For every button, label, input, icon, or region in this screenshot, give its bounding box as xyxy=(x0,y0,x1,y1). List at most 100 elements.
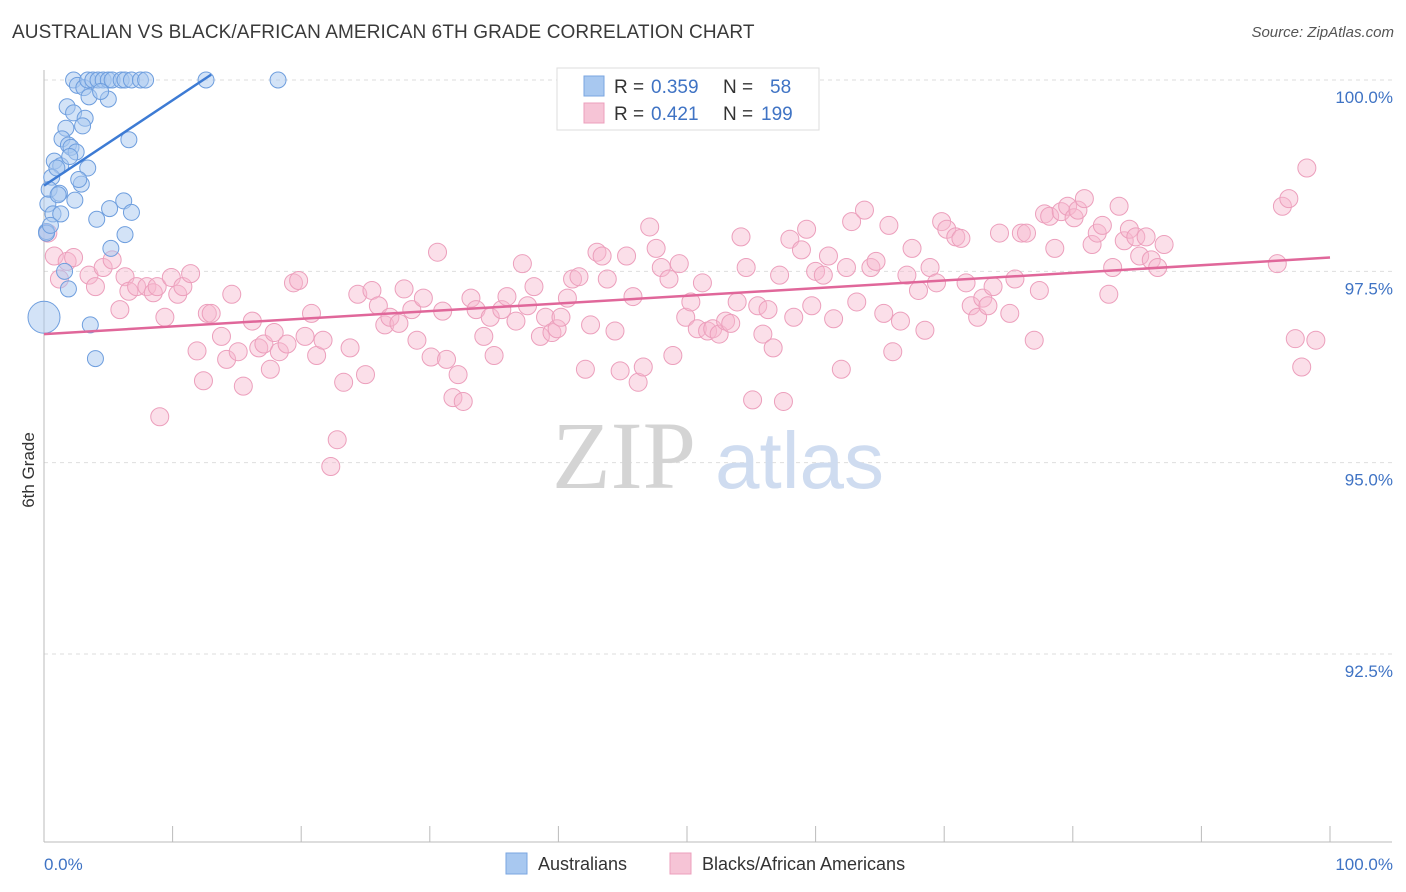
legend-r-value-2: 0.421 xyxy=(651,104,699,125)
blue-point-13 xyxy=(137,71,155,89)
blue-point-46 xyxy=(81,316,99,334)
blue-points xyxy=(27,71,287,368)
pink-point-32 xyxy=(249,338,269,358)
pink-point-89 xyxy=(597,269,617,289)
pink-point-28 xyxy=(222,284,242,304)
pink-point-18 xyxy=(161,267,181,287)
pink-point-90 xyxy=(605,321,625,341)
pink-point-163 xyxy=(1029,280,1049,300)
pink-point-135 xyxy=(861,258,881,278)
pink-point-1 xyxy=(44,246,64,266)
pink-point-182 xyxy=(1136,227,1156,247)
pink-point-192 xyxy=(1306,330,1326,350)
pink-point-62 xyxy=(437,349,457,369)
pink-point-138 xyxy=(879,215,899,235)
pink-point-60 xyxy=(428,242,448,262)
chart-source: Source: ZipAtlas.com xyxy=(1251,24,1394,41)
pink-point-43 xyxy=(313,330,333,350)
pink-point-22 xyxy=(187,341,207,361)
pink-point-34 xyxy=(260,359,280,379)
blue-point-47 xyxy=(86,350,104,368)
axes xyxy=(43,70,1392,843)
pink-point-68 xyxy=(474,326,494,346)
pink-point-132 xyxy=(842,212,862,232)
pink-point-98 xyxy=(651,258,671,278)
pink-point-94 xyxy=(628,372,648,392)
blue-point-48 xyxy=(27,300,61,334)
pink-point-170 xyxy=(1068,200,1088,220)
legend-n-value-1: 58 xyxy=(770,77,791,98)
pink-point-152 xyxy=(961,296,981,316)
trend-line-blacks xyxy=(43,256,1331,336)
pink-point-188 xyxy=(1279,189,1299,209)
pink-point-158 xyxy=(1000,303,1020,323)
y-axis-title: 6th Grade xyxy=(19,432,38,508)
pink-point-86 xyxy=(581,315,601,335)
pink-point-109 xyxy=(716,311,736,331)
pink-point-91 xyxy=(610,361,630,381)
pink-point-30 xyxy=(233,376,253,396)
pink-point-23 xyxy=(193,371,213,391)
pink-point-112 xyxy=(731,227,751,247)
pink-point-146 xyxy=(926,273,946,293)
pink-point-151 xyxy=(956,273,976,293)
blue-point-15 xyxy=(269,71,287,89)
pink-point-12 xyxy=(127,277,147,297)
pink-point-176 xyxy=(1103,258,1123,278)
pink-point-190 xyxy=(1292,357,1312,377)
pink-point-127 xyxy=(813,265,833,285)
pink-point-103 xyxy=(681,292,701,312)
pink-point-165 xyxy=(1040,206,1060,226)
y-tick-label-1: 95.0% xyxy=(1345,471,1393,490)
x-tick-label-end: 100.0% xyxy=(1335,855,1393,874)
pink-point-141 xyxy=(897,265,917,285)
pink-point-175 xyxy=(1099,284,1119,304)
blue-point-29 xyxy=(79,159,97,177)
series-legend-blacks: Blacks/African Americans xyxy=(702,854,905,874)
watermark-atlas: atlas xyxy=(715,416,884,505)
blue-point-41 xyxy=(88,210,106,228)
pink-point-142 xyxy=(902,238,922,258)
pink-point-39 xyxy=(289,271,309,291)
blue-point-56 xyxy=(56,262,74,280)
pink-point-186 xyxy=(1267,254,1287,274)
pink-point-171 xyxy=(1074,189,1094,209)
chart-title: AUSTRALIAN VS BLACK/AFRICAN AMERICAN 6TH… xyxy=(12,22,755,43)
pink-point-130 xyxy=(831,359,851,379)
legend-r-value-1: 0.359 xyxy=(651,77,699,98)
pink-point-58 xyxy=(413,288,433,308)
pink-point-99 xyxy=(659,269,679,289)
pink-point-144 xyxy=(915,320,935,340)
series-legend-swatch-australians xyxy=(505,852,528,875)
pink-point-80 xyxy=(547,319,567,339)
pink-point-162 xyxy=(1024,330,1044,350)
legend-r-label-2: R = xyxy=(614,104,644,125)
pink-point-40 xyxy=(295,326,315,346)
pink-point-64 xyxy=(448,365,468,385)
pink-point-181 xyxy=(1130,246,1150,266)
series-legend: Australians Blacks/African Americans xyxy=(505,852,905,875)
blue-point-44 xyxy=(102,239,120,257)
blue-point-34 xyxy=(66,191,84,209)
pink-point-164 xyxy=(1035,204,1055,224)
pink-point-166 xyxy=(1045,238,1065,258)
pink-point-117 xyxy=(758,300,778,320)
pink-point-85 xyxy=(575,359,595,379)
pink-point-105 xyxy=(692,273,712,293)
blue-point-50 xyxy=(49,186,67,204)
pink-point-156 xyxy=(983,277,1003,297)
pink-point-111 xyxy=(727,292,747,312)
pink-points xyxy=(38,158,1326,476)
pink-point-174 xyxy=(1092,215,1112,235)
pink-point-47 xyxy=(340,338,360,358)
pink-point-55 xyxy=(394,279,414,299)
pink-point-189 xyxy=(1285,329,1305,349)
series-legend-australians: Australians xyxy=(538,854,627,874)
pink-point-36 xyxy=(269,342,289,362)
pink-point-150 xyxy=(951,228,971,248)
blue-point-54 xyxy=(92,82,110,100)
pink-point-115 xyxy=(748,296,768,316)
pink-point-172 xyxy=(1082,235,1102,255)
pink-point-84 xyxy=(569,267,589,287)
